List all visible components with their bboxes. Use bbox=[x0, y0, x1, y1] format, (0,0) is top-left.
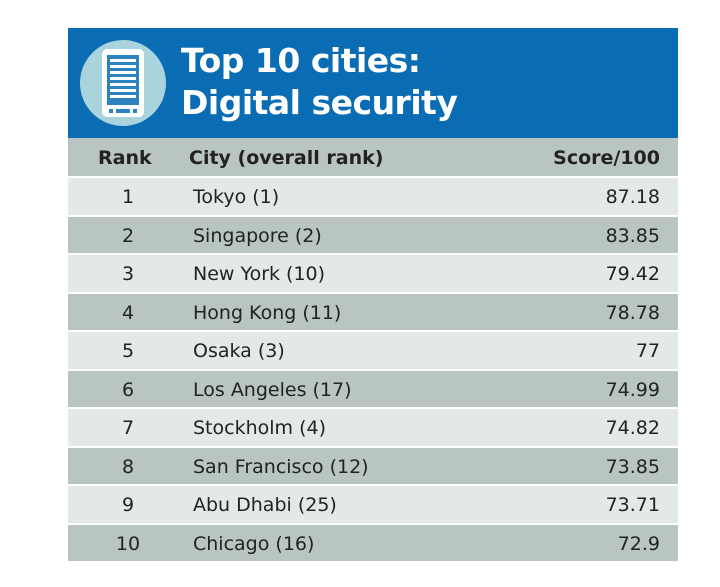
city-cell: San Francisco (12) bbox=[193, 455, 369, 478]
city-cell: Singapore (2) bbox=[193, 224, 322, 247]
table-row: 7 Stockholm (4) 74.82 bbox=[68, 409, 678, 446]
table-row: 2 Singapore (2) 83.85 bbox=[68, 216, 678, 253]
title-banner: Top 10 cities: Digital security bbox=[68, 28, 678, 138]
column-header-score: Score/100 bbox=[553, 147, 660, 169]
rank-cell: 4 bbox=[121, 301, 135, 324]
table-row: 10 Chicago (16) 72.9 bbox=[68, 524, 678, 561]
rank-cell: 3 bbox=[121, 263, 135, 285]
table-row: 8 San Francisco (12) 73.85 bbox=[68, 447, 678, 484]
tablet-icon-graphic bbox=[80, 40, 166, 126]
rank-cell: 5 bbox=[121, 340, 135, 362]
city-cell: Abu Dhabi (25) bbox=[193, 494, 337, 516]
rank-cell: 7 bbox=[121, 417, 135, 439]
table-header: Rank City (overall rank) Score/100 bbox=[68, 138, 678, 176]
city-cell: Los Angeles (17) bbox=[193, 378, 352, 401]
city-cell: Osaka (3) bbox=[193, 340, 285, 362]
city-cell: Stockholm (4) bbox=[193, 417, 326, 439]
city-cell: Chicago (16) bbox=[193, 532, 315, 555]
score-cell: 72.9 bbox=[617, 532, 660, 555]
title-line-2: Digital security bbox=[181, 83, 458, 122]
title-line-1: Top 10 cities: bbox=[181, 41, 421, 80]
table-row: 9 Abu Dhabi (25) 73.71 bbox=[68, 486, 678, 523]
score-cell: 79.42 bbox=[605, 263, 660, 285]
city-cell: Hong Kong (11) bbox=[193, 301, 342, 324]
ranking-card: Top 10 cities: Digital security Rank Cit… bbox=[68, 28, 678, 563]
score-cell: 74.99 bbox=[605, 378, 660, 401]
score-cell: 83.85 bbox=[605, 224, 660, 247]
table-body: 1 Tokyo (1) 87.18 2 Singapore (2) 83.85 3 New Y… bbox=[68, 178, 678, 561]
table-row: 1 Tokyo (1) 87.18 bbox=[68, 178, 678, 215]
rank-cell: 10 bbox=[115, 532, 141, 555]
chart-title: Top 10 cities: Digital security bbox=[181, 40, 458, 124]
column-header-rank: Rank bbox=[98, 147, 152, 169]
score-cell: 73.71 bbox=[605, 494, 660, 516]
rank-cell: 2 bbox=[121, 224, 135, 247]
tablet-icon bbox=[80, 40, 166, 126]
score-cell: 74.82 bbox=[605, 417, 660, 439]
score-cell: 77 bbox=[635, 340, 660, 362]
city-cell: New York (10) bbox=[193, 263, 326, 285]
table-row: 5 Osaka (3) 77 bbox=[68, 332, 678, 369]
column-header-city: City (overall rank) bbox=[189, 147, 384, 169]
rank-cell: 9 bbox=[121, 494, 135, 516]
score-cell: 73.85 bbox=[605, 455, 660, 478]
rank-cell: 1 bbox=[121, 186, 135, 208]
table-row: 4 Hong Kong (11) 78.78 bbox=[68, 293, 678, 330]
score-cell: 78.78 bbox=[605, 301, 660, 324]
table-row: 6 Los Angeles (17) 74.99 bbox=[68, 370, 678, 407]
city-cell: Tokyo (1) bbox=[193, 186, 280, 208]
rank-cell: 8 bbox=[121, 455, 135, 478]
rank-cell: 6 bbox=[121, 378, 135, 401]
score-cell: 87.18 bbox=[605, 186, 660, 208]
table-row: 3 New York (10) 79.42 bbox=[68, 255, 678, 292]
